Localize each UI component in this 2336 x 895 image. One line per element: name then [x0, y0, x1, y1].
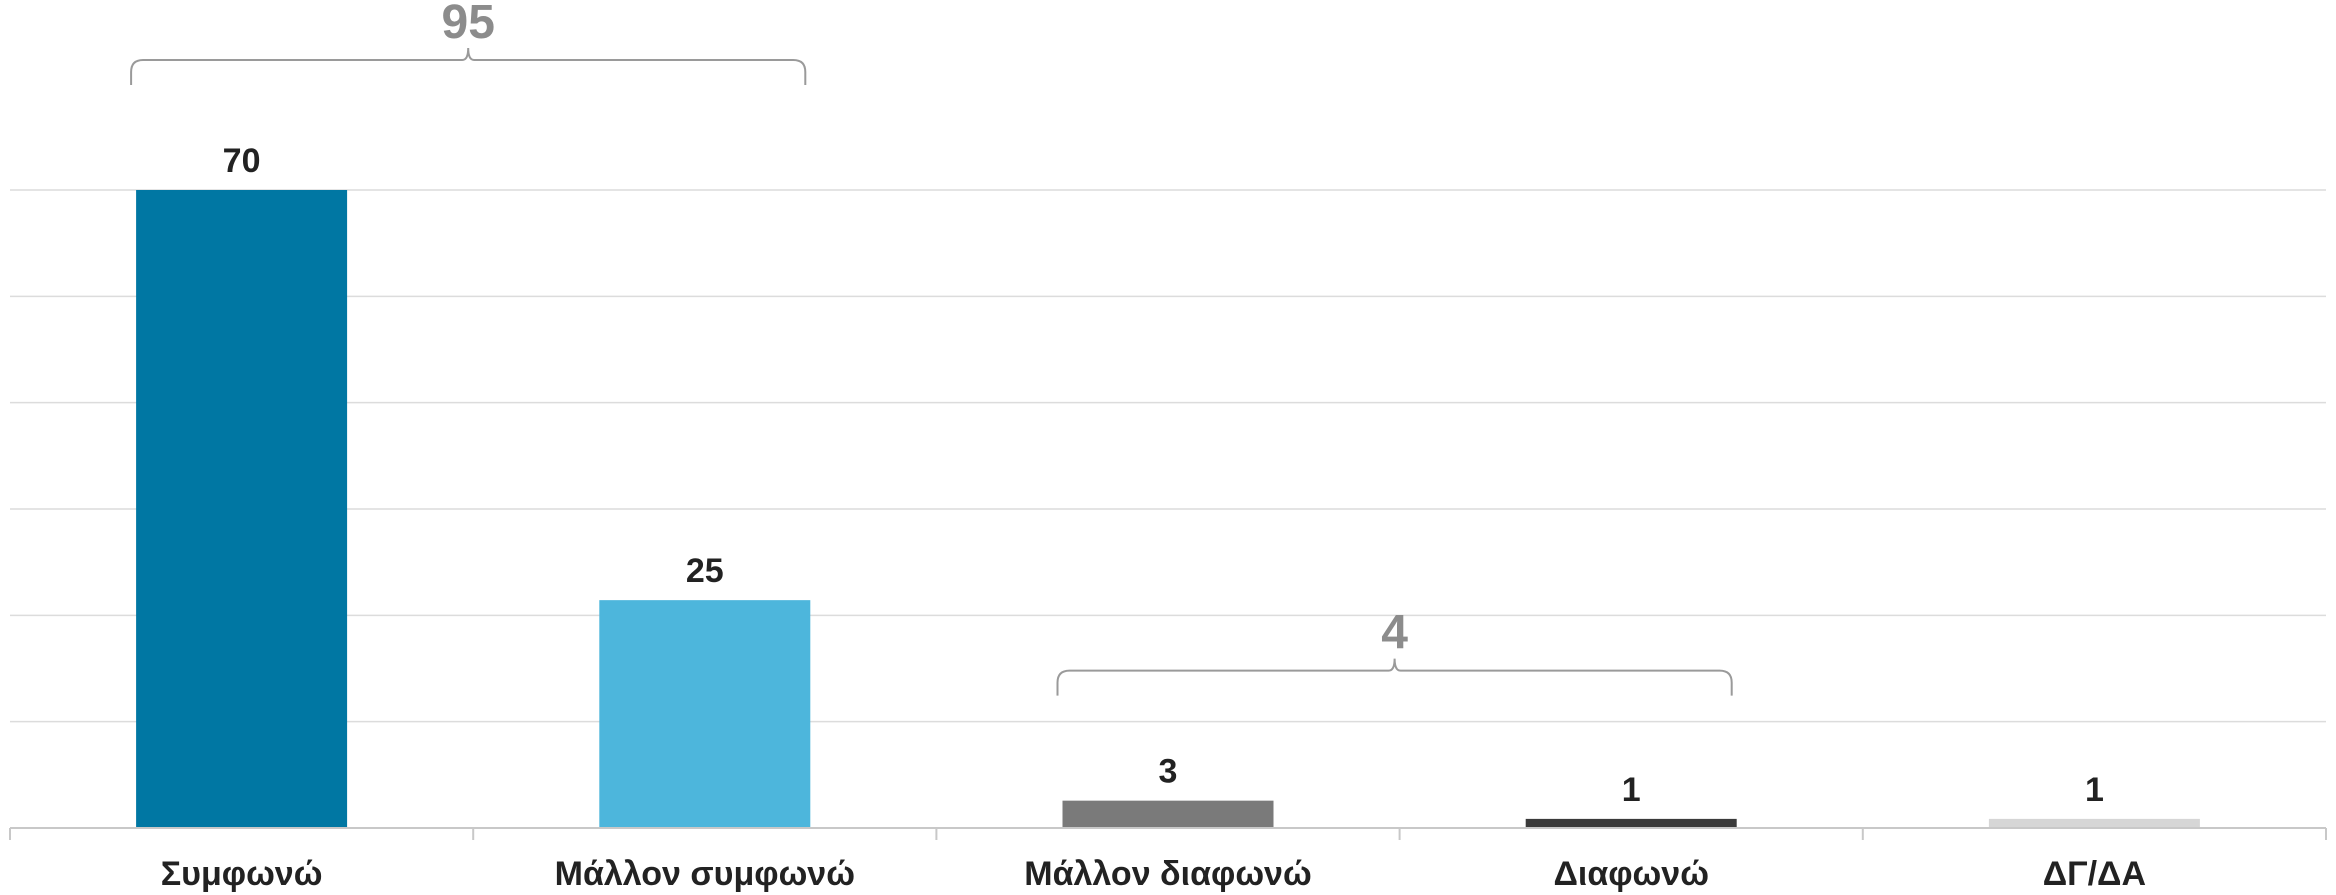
bar — [1525, 818, 1737, 828]
data-label: 25 — [686, 552, 724, 590]
group-bracket — [130, 47, 807, 85]
category-label: Συμφωνώ — [161, 855, 323, 893]
data-label: 3 — [1159, 753, 1178, 791]
bar — [136, 190, 348, 828]
category-label: Μάλλον συμφωνώ — [555, 855, 855, 893]
group-total-label: 95 — [442, 0, 495, 49]
category-label: Μάλλον διαφωνώ — [1024, 855, 1311, 893]
bar — [1988, 818, 2200, 828]
group-total-label: 4 — [1381, 607, 1408, 660]
data-label: 1 — [2085, 771, 2104, 809]
category-label: Διαφωνώ — [1553, 855, 1708, 893]
bar — [1062, 800, 1274, 828]
data-label: 70 — [223, 142, 261, 180]
category-label: ΔΓ/ΔΑ — [2043, 855, 2146, 893]
group-bracket — [1056, 658, 1733, 696]
data-label: 1 — [1622, 771, 1641, 809]
bar — [599, 600, 811, 828]
